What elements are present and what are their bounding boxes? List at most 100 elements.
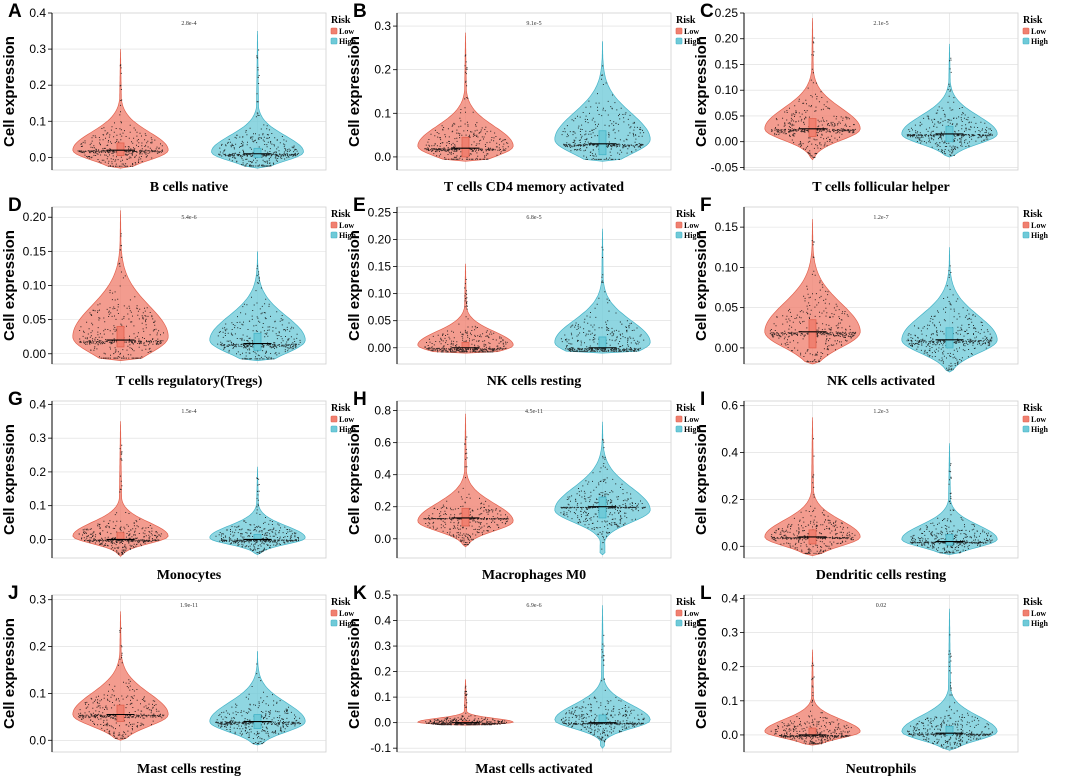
legend-label-high: High: [339, 231, 356, 240]
panel-letter: J: [8, 583, 19, 604]
panel-title: Mast cells resting: [137, 762, 241, 777]
data-points-high: [560, 634, 645, 743]
y-tick-label: 0.15: [715, 220, 739, 234]
y-tick-label: 0.05: [368, 314, 392, 328]
legend-label-high: High: [1031, 37, 1048, 46]
y-tick-label: 0.00: [23, 347, 47, 361]
box-low: [116, 326, 125, 348]
y-tick-label: 0.00: [715, 341, 739, 355]
legend-label-high: High: [1031, 619, 1048, 628]
legend-title: Risk: [1023, 209, 1043, 220]
y-axis-title: Cell expression: [346, 230, 363, 341]
y-tick-label: 0.8: [374, 404, 391, 418]
violin-high: [554, 605, 651, 749]
p-value: 1.9e-11: [180, 603, 198, 609]
p-value: 6.9e-6: [526, 603, 541, 609]
panel-letter: G: [8, 389, 23, 410]
p-value: 0.02: [876, 603, 887, 609]
legend-swatch-low: [675, 415, 683, 423]
y-tick-label: 0.20: [23, 210, 47, 224]
legend-swatch-high: [675, 619, 683, 627]
legend-swatch-high: [675, 425, 683, 433]
y-tick-label: 0.6: [374, 436, 391, 450]
y-tick-label: 0.00: [368, 341, 392, 355]
legend-swatch-high: [330, 37, 338, 45]
violin-low: [417, 413, 514, 548]
y-axis-title: Cell expression: [1, 230, 18, 341]
panel-letter: C: [700, 1, 714, 22]
data-points-low: [424, 54, 509, 160]
box-low: [461, 341, 470, 349]
y-axis-title: Cell expression: [1, 36, 18, 147]
legend-label-low: Low: [339, 609, 354, 618]
y-tick-label: 0.0: [374, 716, 391, 730]
y-tick-label: 0.25: [715, 6, 739, 20]
legend-swatch-high: [330, 425, 338, 433]
data-points-high: [215, 663, 301, 745]
p-value: 1.2e-3: [873, 409, 888, 415]
y-tick-label: 0.20: [715, 32, 739, 46]
legend-title: Risk: [1023, 403, 1043, 414]
legend-swatch-low: [1022, 27, 1030, 35]
p-value: 1.5e-4: [181, 409, 196, 415]
violin-high: [209, 466, 306, 555]
y-tick-label: 0.3: [29, 593, 46, 607]
legend-label-low: Low: [339, 221, 354, 230]
panel-letter: K: [353, 583, 367, 604]
panel-title: Mast cells activated: [475, 762, 593, 777]
legend-swatch-low: [675, 609, 683, 617]
data-points-high: [561, 65, 645, 160]
y-tick-label: 0.2: [374, 665, 391, 679]
y-tick-label: 0.10: [715, 260, 739, 274]
legend-title: Risk: [676, 209, 696, 220]
panel-letter: F: [700, 195, 712, 216]
panel-C: -0.05 0.00 0.05 0.10 0.15 0.20 0.25 2.1e-5 RiskL…: [693, 1, 1048, 195]
panel-title: B cells native: [150, 180, 229, 195]
p-value: 6.8e-5: [526, 215, 541, 221]
plot-area: [396, 400, 672, 559]
legend-label-high: High: [684, 619, 701, 628]
y-tick-label: 0.1: [29, 499, 46, 513]
data-points-low: [770, 438, 856, 554]
violin-high: [901, 43, 998, 158]
legend-label-high: High: [1031, 231, 1048, 240]
box-high: [253, 147, 262, 158]
legend-title: Risk: [676, 403, 696, 414]
y-tick-label: 0.0: [29, 733, 46, 747]
y-tick-label: 0.4: [29, 397, 46, 411]
panel-title: T cells follicular helper: [812, 180, 950, 195]
p-value: 4.5e-11: [525, 409, 543, 415]
legend-title: Risk: [331, 403, 351, 414]
violin-high: [209, 251, 306, 361]
plot-area: [743, 12, 1019, 171]
legend-title: Risk: [1023, 597, 1043, 608]
legend-swatch-high: [1022, 37, 1030, 45]
y-tick-label: -0.1: [370, 741, 391, 755]
legend-label-low: Low: [684, 415, 699, 424]
y-tick-label: 0.1: [29, 686, 46, 700]
legend-label-high: High: [684, 231, 701, 240]
y-tick-label: 0.3: [374, 19, 391, 33]
y-tick-label: 0.10: [23, 279, 47, 293]
legend-label-high: High: [339, 37, 356, 46]
panel-title: Monocytes: [157, 568, 222, 583]
box-high: [945, 327, 954, 349]
violin-low: [72, 49, 169, 169]
panel-title: Neutrophils: [846, 762, 917, 777]
violin-high: [554, 41, 651, 162]
y-tick-label: 0.3: [29, 42, 46, 56]
y-tick-label: 0.1: [721, 694, 738, 708]
box-high: [253, 533, 262, 540]
y-tick-label: 0.10: [715, 83, 739, 97]
y-tick-label: 0.0: [374, 150, 391, 164]
box-low: [808, 727, 817, 736]
panel-title: Dendritic cells resting: [816, 568, 946, 583]
box-low: [808, 118, 817, 137]
y-tick-label: 0.15: [23, 244, 47, 258]
violin-low: [417, 32, 514, 162]
violin-high: [554, 228, 651, 354]
